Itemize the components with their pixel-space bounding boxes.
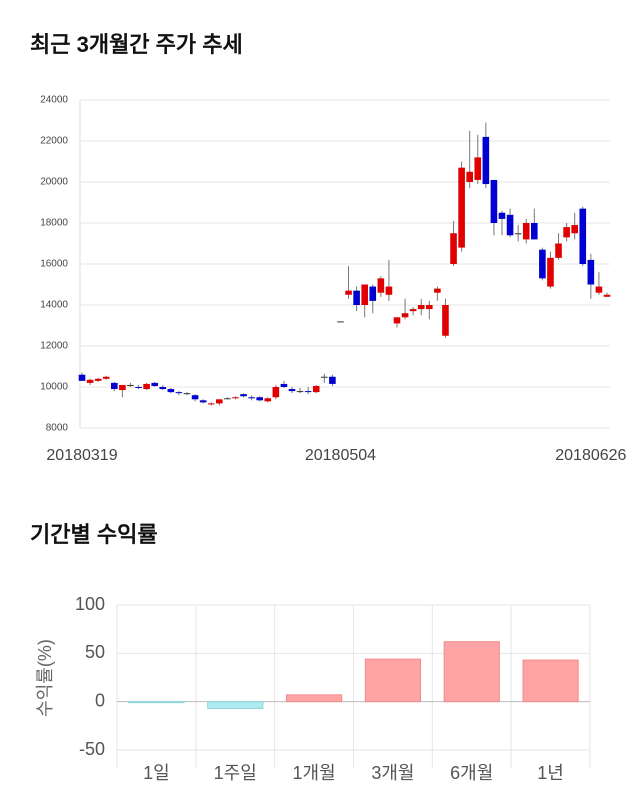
x-tick-label: 3개월 <box>371 763 414 783</box>
bar <box>285 694 343 703</box>
candle-body <box>506 214 514 236</box>
candle-body <box>434 288 441 293</box>
candle-body <box>199 400 207 403</box>
y-tick-label: 14000 <box>40 300 68 311</box>
candle-body <box>531 223 538 240</box>
x-tick-label: 1년 <box>537 763 564 783</box>
candle-body <box>514 233 522 235</box>
candle-body <box>288 389 296 392</box>
x-tick-label: 20180319 <box>46 447 117 464</box>
y-tick-label: 50 <box>85 642 105 662</box>
candle-body <box>393 317 401 324</box>
candle-body <box>272 387 280 398</box>
y-tick-label: 16000 <box>40 259 68 270</box>
candle-body <box>127 384 134 386</box>
candle-body <box>248 397 255 399</box>
candle-body <box>191 395 199 400</box>
x-tick-label: 1주일 <box>214 763 257 783</box>
candle-body <box>224 398 231 400</box>
y-tick-label: 18000 <box>40 218 68 229</box>
candle-body <box>337 321 344 323</box>
candle-body <box>539 249 546 279</box>
x-tick-label: 1개월 <box>293 763 336 783</box>
y-tick-label: 22000 <box>40 136 68 147</box>
candle-body <box>401 313 409 318</box>
candle-body <box>361 284 368 305</box>
candle-body <box>369 286 377 301</box>
bar <box>207 701 264 709</box>
bar <box>443 641 500 703</box>
chart-title: 최근 3개월간 주가 추세 <box>30 32 243 57</box>
x-tick-label: 1일 <box>143 763 170 783</box>
candle-body <box>498 212 506 219</box>
candle-body <box>426 305 433 310</box>
candle-body <box>563 227 570 238</box>
candle-body <box>321 376 328 378</box>
candle-body <box>159 387 167 390</box>
candle-body <box>547 257 554 287</box>
candle-body <box>490 179 498 223</box>
bar <box>364 658 422 703</box>
candle-body <box>240 394 247 397</box>
candle-body <box>417 305 425 310</box>
candle-body <box>409 309 417 312</box>
candle-body <box>119 384 126 391</box>
x-tick-label: 6개월 <box>450 763 493 783</box>
candle-body <box>167 389 175 393</box>
y-tick-label: 20000 <box>40 177 68 188</box>
candle-body <box>232 397 239 399</box>
x-tick-label: 20180504 <box>305 447 376 464</box>
chart-title: 기간별 수익률 <box>30 522 158 547</box>
candle-body <box>474 157 482 180</box>
candle-body <box>111 382 118 390</box>
candle-body <box>353 290 360 305</box>
candle-body <box>579 208 587 264</box>
y-tick-label: 10000 <box>40 382 68 393</box>
candle-body <box>450 233 457 264</box>
y-tick-label: 12000 <box>40 341 68 352</box>
candle-body <box>555 243 562 258</box>
y-tick-label: -50 <box>79 739 105 759</box>
y-tick-label: 24000 <box>40 95 68 106</box>
candle-body <box>442 305 449 336</box>
y-tick-label: 8000 <box>46 423 69 434</box>
candle-body <box>385 286 393 295</box>
candle-body <box>377 278 385 293</box>
candle-body <box>183 393 191 395</box>
bar <box>522 659 579 703</box>
y-axis-label: 수익률(%) <box>35 639 55 717</box>
candle-body <box>603 294 611 297</box>
y-tick-label: 0 <box>95 690 105 710</box>
candle-body <box>312 385 320 393</box>
candle-body <box>595 286 603 293</box>
candle-body <box>175 392 183 394</box>
candle-body <box>458 167 465 248</box>
candle-body <box>345 290 352 295</box>
y-tick-label: 100 <box>75 594 105 614</box>
candle-body <box>102 376 110 379</box>
candle-body <box>94 378 102 381</box>
candle-body <box>329 376 336 384</box>
candle-body <box>264 398 272 402</box>
candle-body <box>296 391 304 393</box>
candle-body <box>86 379 94 383</box>
candle-body <box>207 403 215 405</box>
candle-body <box>571 225 578 234</box>
candle-body <box>143 383 150 390</box>
candle-body <box>522 223 530 240</box>
candle-body <box>304 391 312 393</box>
candle-body <box>256 397 263 401</box>
candle-body <box>151 382 158 386</box>
candle-body <box>587 259 595 285</box>
bar <box>128 701 185 704</box>
candle-body <box>466 171 473 182</box>
candle-body <box>135 387 142 389</box>
candle-body <box>78 374 86 381</box>
candle-body <box>280 383 288 387</box>
candle-body <box>216 399 223 404</box>
x-tick-label: 20180626 <box>555 447 626 464</box>
candle-body <box>482 136 490 185</box>
